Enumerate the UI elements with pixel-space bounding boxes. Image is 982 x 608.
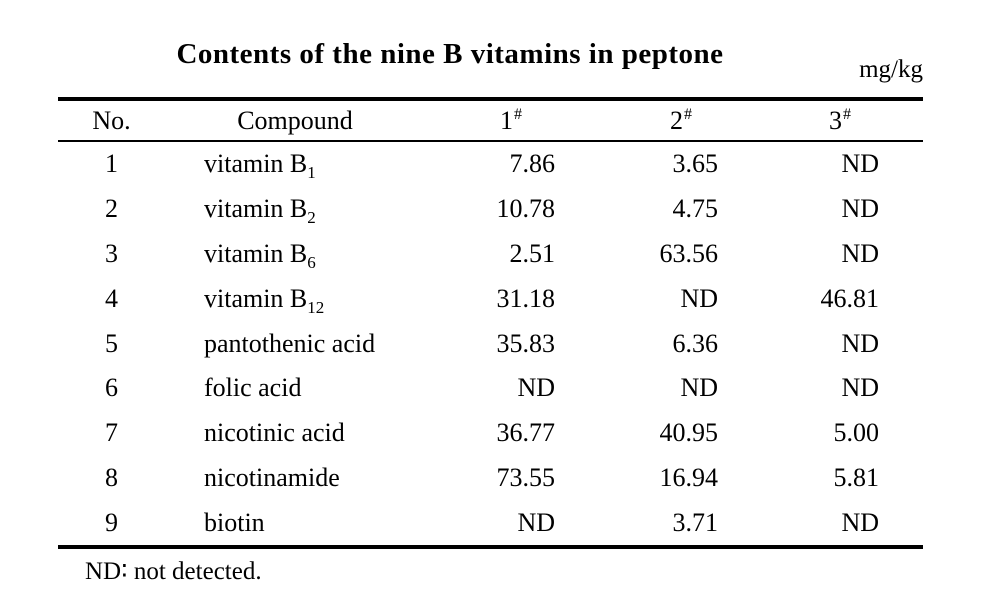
cell-sample-1: ND <box>517 373 555 403</box>
cell-sample-3: ND <box>841 507 879 537</box>
bottom-rule <box>58 545 923 550</box>
table-row: 7 nicotinic acid 36.77 40.95 5.00 <box>58 411 923 456</box>
cell-sample-1: 73.55 <box>496 462 556 492</box>
top-rule <box>58 97 923 101</box>
header-no: No. <box>92 105 131 135</box>
cell-sample-1: 2.51 <box>509 238 556 268</box>
header-sample-3: 3# <box>765 106 923 136</box>
cell-no: 1 <box>105 149 118 179</box>
cell-compound: vitamin B2 <box>204 194 316 228</box>
cell-sample-3: ND <box>841 194 879 224</box>
header-sample-1-mark: # <box>514 105 522 123</box>
cell-no: 9 <box>105 507 118 537</box>
header-row: No. Compound 1# 2# 3# <box>58 101 923 140</box>
cell-compound: nicotinamide <box>204 462 340 492</box>
cell-compound: nicotinic acid <box>204 418 345 448</box>
cell-sample-2: 6.36 <box>672 328 719 358</box>
cell-sample-2: ND <box>680 283 718 313</box>
cell-sample-1: 36.77 <box>496 418 556 448</box>
table-title: Contents of the nine B vitamins in pepto… <box>176 38 724 70</box>
footnote: ND∶ not detected. <box>85 558 262 585</box>
cell-sample-3: ND <box>841 328 879 358</box>
header-rule <box>58 140 923 142</box>
header-compound: Compound <box>237 105 353 135</box>
header-sample-1: 1# <box>425 106 605 136</box>
table-row: 6 folic acid ND ND ND <box>58 366 923 411</box>
header-sample-2: 2# <box>605 106 765 136</box>
cell-sample-3: 5.00 <box>833 418 880 448</box>
cell-compound: vitamin B1 <box>204 149 316 183</box>
cell-sample-1: 35.83 <box>496 328 556 358</box>
cell-sample-2: 16.94 <box>659 462 719 492</box>
header-sample-3-mark: # <box>843 105 851 123</box>
header-sample-2-label: 2 <box>670 105 683 135</box>
cell-sample-1: 7.86 <box>509 149 556 179</box>
cell-no: 7 <box>105 418 118 448</box>
cell-no: 8 <box>105 462 118 492</box>
cell-sample-2: 40.95 <box>659 418 719 448</box>
table-row: 1 vitamin B1 7.86 3.65 ND <box>58 142 923 187</box>
table-row: 8 nicotinamide 73.55 16.94 5.81 <box>58 456 923 501</box>
table-row: 2 vitamin B2 10.78 4.75 ND <box>58 187 923 232</box>
cell-compound: biotin <box>204 507 265 537</box>
cell-no: 3 <box>105 238 118 268</box>
cell-sample-1: 31.18 <box>496 283 556 313</box>
cell-sample-2: 3.71 <box>672 507 719 537</box>
cell-compound: pantothenic acid <box>204 328 376 358</box>
table-body: 1 vitamin B1 7.86 3.65 ND 2 vitamin B2 10.78 4.7… <box>58 142 923 545</box>
table-row: 4 vitamin B12 31.18 ND 46.81 <box>58 276 923 321</box>
cell-compound: vitamin B12 <box>204 283 325 317</box>
cell-compound: folic acid <box>204 373 302 403</box>
cell-sample-3: 46.81 <box>820 283 880 313</box>
cell-sample-2: 3.65 <box>672 149 719 179</box>
cell-sample-2: ND <box>680 373 718 403</box>
cell-sample-2: 4.75 <box>672 194 719 224</box>
cell-no: 4 <box>105 283 118 313</box>
vitamins-table: No. Compound 1# 2# 3# 1 vitamin B1 7.86 3.6… <box>58 97 923 550</box>
cell-sample-3: ND <box>841 373 879 403</box>
compound-subscript: 2 <box>307 208 316 228</box>
header-sample-2-mark: # <box>684 105 692 123</box>
cell-no: 2 <box>105 194 118 224</box>
table-row: 5 pantothenic acid 35.83 6.36 ND <box>58 321 923 366</box>
unit-label: mg/kg <box>859 56 923 83</box>
cell-no: 6 <box>105 373 118 403</box>
cell-compound: vitamin B6 <box>204 238 316 272</box>
header-sample-1-label: 1 <box>500 105 513 135</box>
cell-sample-2: 63.56 <box>659 238 719 268</box>
compound-subscript: 12 <box>307 297 325 317</box>
cell-no: 5 <box>105 328 118 358</box>
compound-subscript: 6 <box>307 252 316 272</box>
cell-sample-3: 5.81 <box>833 462 880 492</box>
table-row: 3 vitamin B6 2.51 63.56 ND <box>58 232 923 277</box>
cell-sample-1: ND <box>517 507 555 537</box>
cell-sample-1: 10.78 <box>496 194 556 224</box>
cell-sample-3: ND <box>841 238 879 268</box>
cell-sample-3: ND <box>841 149 879 179</box>
table-row: 9 biotin ND 3.71 ND <box>58 500 923 545</box>
compound-subscript: 1 <box>307 163 316 183</box>
header-sample-3-label: 3 <box>829 105 842 135</box>
